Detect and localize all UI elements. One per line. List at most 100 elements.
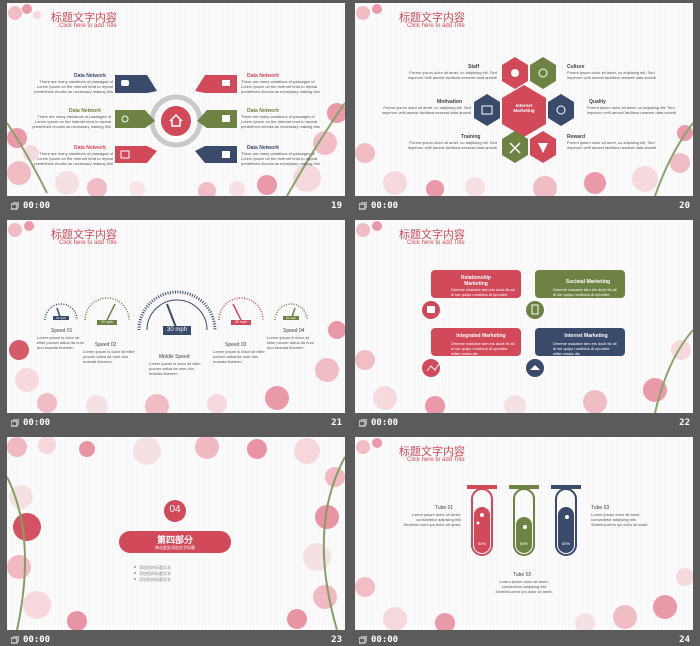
slide-canvas: 标题文字内容 Click here to add Title Relations…: [355, 220, 693, 413]
item-text: There are many variations of passages of…: [241, 79, 320, 94]
gauge-value: 20 mph: [283, 316, 299, 320]
section-heading: 第四部分: [156, 535, 193, 545]
slide-thumb-20[interactable]: 标题文字内容 Click here to add Title Internet …: [355, 3, 693, 216]
slide-19-graphics: [7, 4, 345, 196]
slide-canvas: 标题文字内容 Click here to add Title Data Netw…: [7, 3, 345, 196]
speed-label: Speed 02: [95, 342, 117, 348]
item-text: Porem ipsum dolor sit amet, co adipising…: [407, 140, 497, 150]
slide-20-graphics: [355, 4, 693, 196]
slide-thumb-22[interactable]: 标题文字内容 Click here to add Title Relations…: [355, 220, 693, 433]
tube-text: Lorem ipsum dolor sit amet, consectetur …: [591, 512, 649, 527]
slide-timing: 00:00: [371, 418, 399, 428]
section-bullet: 添加您的标题文本: [139, 577, 171, 582]
slide-info-bar: 00:00 21: [7, 413, 345, 433]
item-label: Data Network: [74, 145, 106, 151]
item-text: There are many variations of passages of…: [34, 79, 113, 94]
slide-24-graphics: [355, 438, 693, 630]
center-label: Internet Marketing: [513, 103, 535, 113]
transition-icon[interactable]: [359, 636, 367, 644]
slide-21-graphics: [8, 221, 345, 413]
item-text: Porem ipsum dolor sit amet, co adipising…: [407, 70, 497, 80]
transition-icon[interactable]: [11, 419, 19, 427]
tube-label: Tube 03: [591, 505, 610, 511]
item-label: Training: [461, 134, 481, 140]
speed-label: Speed 04: [283, 328, 305, 334]
speed-label: Speed 01: [51, 328, 73, 334]
section-bullet: 添加您的标题文本: [139, 571, 171, 576]
item-label: Data Network: [247, 145, 279, 151]
speed-text: Lorem ipsum is dolor sit ellier povoer a…: [267, 335, 314, 350]
slide-number: 20: [679, 201, 690, 211]
box-text: Demme usstalce tam eis docit tis sit di …: [553, 287, 617, 302]
speed-text: Lorem ipsum is dolor sit ellier povoer a…: [37, 335, 84, 350]
slide-title: 标题文字内容: [399, 446, 465, 458]
slide-info-bar: 00:00 23: [7, 630, 345, 646]
item-text: There are many variations of passages of…: [34, 151, 113, 166]
slide-thumb-19[interactable]: 标题文字内容 Click here to add Title Data Netw…: [7, 3, 345, 216]
slide-canvas: 标题文字内容 Click here to add Title Internet …: [355, 3, 693, 196]
transition-icon[interactable]: [11, 636, 19, 644]
slide-thumb-21[interactable]: 标题文字内容 Click here to add Title 10 mph 20…: [7, 220, 345, 433]
slide-title: 标题文字内容: [399, 229, 465, 241]
speed-label: Middle Speed: [159, 354, 190, 360]
section-number: 04: [169, 504, 181, 515]
flower-decor: [7, 4, 345, 196]
gauge-value: 20 mph: [97, 320, 117, 325]
slide-timing: 00:00: [371, 201, 399, 211]
section-sub: 单击此处添加文字标题: [155, 545, 195, 550]
item-text: There are many variations of passages of…: [32, 114, 111, 129]
item-text: Porem ipsum dolor sit amet, co adipising…: [381, 105, 471, 115]
item-label: Data Network: [69, 108, 101, 114]
gauge-value: 20 mph: [231, 320, 251, 325]
tube-label: Tube 02: [513, 572, 532, 578]
slide-23-graphics: [7, 437, 345, 630]
slide-canvas: 标题文字内容 Click here to add Title 80% 60% 8…: [355, 437, 693, 630]
box-title: Societal Marketing: [565, 279, 611, 285]
box-text: Demme usstalce tam eis docit tis sit di …: [451, 341, 515, 356]
transition-icon[interactable]: [359, 202, 367, 210]
speed-label: Speed 03: [225, 342, 247, 348]
slide-timing: 00:00: [23, 201, 51, 211]
gauge-value: 10 mph: [53, 316, 69, 320]
item-label: Culture: [567, 64, 585, 70]
transition-icon[interactable]: [11, 202, 19, 210]
speed-text: Lorem ipsum is dolor sit ellier povoer a…: [213, 349, 265, 364]
slide-subtitle: Click here to add Title: [407, 23, 465, 29]
slide-timing: 00:00: [23, 418, 51, 428]
slide-subtitle: Click here to add Title: [407, 240, 465, 246]
tube-percent: 80%: [561, 541, 570, 546]
slide-title: 标题文字内容: [51, 12, 117, 24]
slide-thumb-24[interactable]: 标题文字内容 Click here to add Title 80% 60% 8…: [355, 437, 693, 646]
box-title: Integrated Marketing: [456, 333, 506, 339]
gauge-center-value: 30 mph: [163, 326, 191, 335]
slide-subtitle: Click here to add Title: [407, 457, 465, 463]
slide-22-graphics: [355, 221, 693, 413]
item-text: Porem ipsum dolor sit amet, co adipising…: [587, 105, 677, 115]
slide-subtitle: Click here to add Title: [59, 23, 117, 29]
box-text: Demme usstalce tam eis docit tis sit di …: [553, 341, 617, 356]
speed-text: Lorem ipsum is dolor sit ellier povoer a…: [149, 361, 201, 376]
slide-info-bar: 00:00 22: [355, 413, 693, 433]
slide-info-bar: 00:00 20: [355, 196, 693, 216]
tube-text: Lorem ipsum dolor sit amet, consectetur …: [495, 579, 553, 594]
item-label: Data Network: [74, 73, 106, 79]
item-text: There are many variations of passages of…: [241, 114, 320, 129]
item-text: Porem ipsum dolor sit amet, co adipising…: [567, 140, 657, 150]
speed-text: Lorem ipsum is dolor sit ellier povoer a…: [83, 349, 135, 364]
item-label: Motivation: [437, 99, 462, 105]
slide-subtitle: Click here to add Title: [59, 240, 117, 246]
tube-percent: 80%: [477, 541, 486, 546]
slide-title: 标题文字内容: [399, 12, 465, 24]
slide-info-bar: 00:00 24: [355, 630, 693, 646]
slide-number: 24: [679, 635, 690, 645]
item-label: Data Network: [247, 108, 279, 114]
item-label: Staff: [468, 64, 480, 70]
item-label: Quality: [589, 99, 606, 105]
slide-thumb-23[interactable]: 04 第四部分 单击此处添加文字标题 添加您的标题文本 添加您的标题文本 添加您…: [7, 437, 345, 646]
transition-icon[interactable]: [359, 419, 367, 427]
box-text: Demme usstalce tam eis docit tis sit di …: [451, 287, 515, 302]
slide-title: 标题文字内容: [51, 229, 117, 241]
slide-timing: 00:00: [371, 635, 399, 645]
slide-number: 19: [331, 201, 342, 211]
item-text: There are many variations of passages of…: [241, 151, 320, 166]
